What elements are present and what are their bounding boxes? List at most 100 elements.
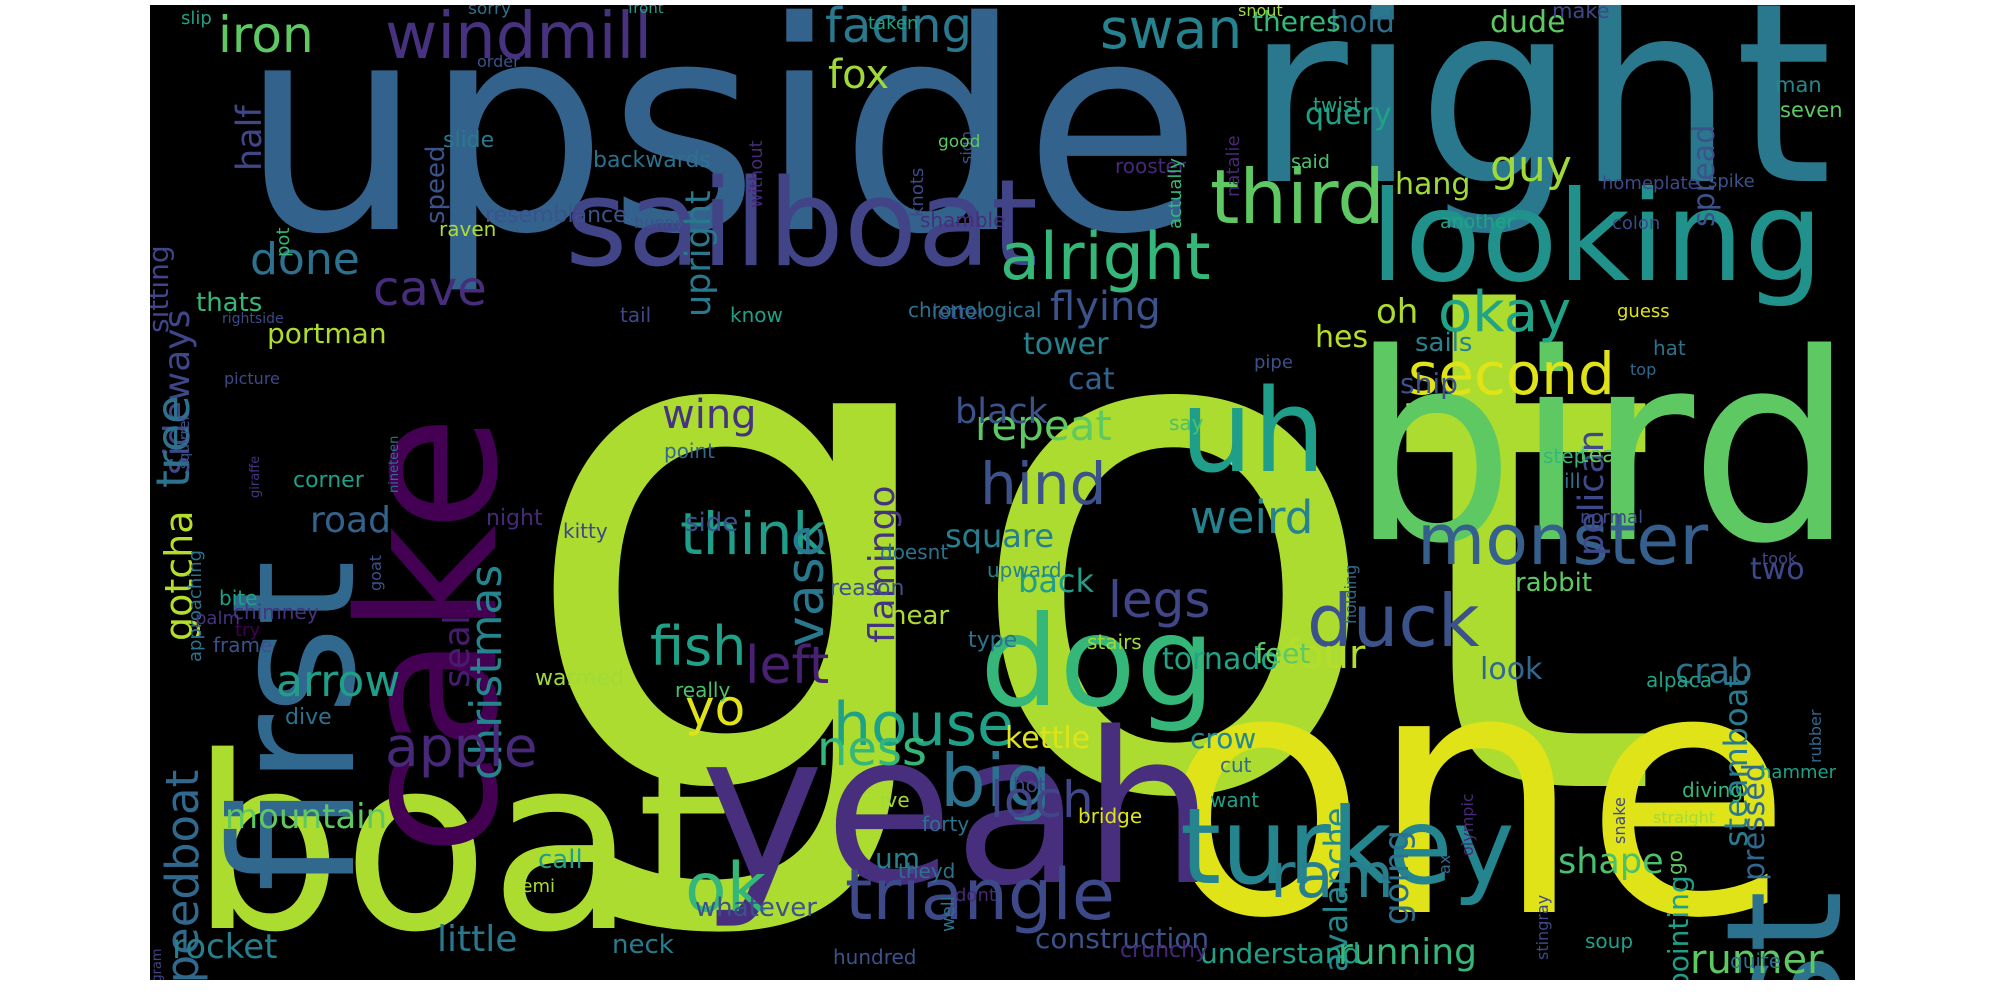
cloud-word: theres	[1252, 5, 1341, 38]
cloud-word: ness	[817, 721, 927, 777]
cloud-word: point	[664, 439, 716, 463]
cloud-word: hind	[980, 450, 1107, 518]
cloud-word: hot	[1013, 773, 1046, 797]
cloud-word: pot	[273, 227, 294, 258]
cloud-word: done	[250, 234, 360, 285]
cloud-word: speed	[421, 145, 451, 224]
cloud-word: forty	[922, 812, 970, 836]
cloud-word: quite	[1730, 949, 1782, 973]
cloud-word: one	[1160, 597, 1793, 980]
cloud-word: corner	[293, 468, 364, 493]
cloud-word: rocket	[172, 927, 278, 967]
cloud-word: make	[1552, 5, 1610, 23]
cloud-word: uh	[1180, 365, 1326, 499]
cloud-word: yeah	[700, 687, 1216, 932]
cloud-word: really	[675, 678, 731, 702]
cloud-word: stingray	[1533, 894, 1552, 960]
cloud-word: sitting	[150, 245, 175, 333]
cloud-word: homeplate	[1602, 173, 1699, 194]
cloud-word: slide	[443, 128, 495, 153]
cloud-word: bridge	[1078, 804, 1143, 828]
cloud-word: step	[1543, 444, 1587, 468]
cloud-word: portman	[267, 317, 387, 350]
cloud-word: road	[310, 500, 391, 541]
cloud-word: dog	[980, 590, 1216, 735]
cloud-word: black	[955, 392, 1048, 432]
cloud-word: go	[1663, 850, 1687, 875]
cloud-word: weird	[1190, 491, 1314, 544]
cloud-word: tail	[620, 303, 652, 327]
cloud-word: nineteen	[387, 435, 402, 493]
cloud-word: alpaca	[1646, 668, 1713, 692]
cloud-word: swan	[1100, 5, 1243, 61]
cloud-word: snout	[1238, 5, 1283, 20]
cloud-word: wing	[662, 392, 757, 438]
cloud-word: windmill	[385, 5, 652, 74]
word-cloud: got one upside right bird boat yeah cake…	[150, 5, 1855, 980]
cloud-word: crow	[1190, 722, 1257, 755]
cloud-word: hold	[1330, 5, 1395, 40]
cloud-word: ok	[685, 849, 766, 928]
cloud-word: twist	[1313, 93, 1362, 117]
cloud-word: oh	[1376, 292, 1419, 332]
cloud-word: crunchy	[1120, 938, 1209, 963]
cloud-word: man	[1775, 73, 1822, 97]
cloud-word: took	[1762, 549, 1798, 568]
cloud-word: holding	[1341, 564, 1360, 624]
cloud-word: cat	[1068, 362, 1115, 397]
cloud-word: think	[680, 500, 826, 568]
cloud-word: running	[1338, 932, 1477, 973]
cloud-word: apple	[385, 715, 538, 779]
cloud-word: ram	[1270, 839, 1394, 912]
cloud-word: pointing	[1662, 875, 1695, 980]
cloud-word: little	[437, 919, 518, 960]
cloud-word: alright	[1000, 220, 1211, 295]
cloud-word: try	[235, 620, 261, 641]
cloud-word: shape	[1558, 842, 1664, 882]
cloud-word: soup	[1585, 929, 1634, 953]
cloud-word: ill	[1564, 469, 1581, 493]
cloud-word: warmed	[535, 666, 625, 691]
cloud-word: ive	[880, 788, 910, 812]
cloud-word: hes	[1315, 320, 1369, 355]
cloud-word: hang	[1395, 167, 1471, 202]
cloud-word: got	[515, 137, 1663, 952]
cloud-word: cave	[373, 261, 487, 317]
cloud-word: said	[1291, 151, 1330, 173]
cloud-word: doesnt	[880, 540, 949, 564]
cloud-word: back	[1018, 562, 1095, 600]
cloud-word: right	[1245, 5, 1833, 240]
cloud-word: kettle	[1005, 721, 1091, 756]
cloud-word: square	[945, 517, 1055, 555]
cloud-word: dude	[1490, 5, 1566, 40]
cloud-word: two	[1750, 552, 1805, 587]
cloud-word: legs	[1108, 571, 1211, 629]
cloud-word: diving	[1682, 778, 1744, 802]
cloud-word: query	[1305, 97, 1392, 132]
cloud-word: slip	[181, 8, 212, 29]
cloud-word: squirrel	[177, 416, 193, 469]
cloud-word: um	[875, 842, 921, 875]
cloud-word: boat	[190, 705, 731, 980]
cloud-word: going	[1377, 830, 1417, 925]
cloud-word: hear	[890, 601, 950, 631]
cloud-word: look	[1480, 652, 1543, 687]
cloud-word: rabbit	[1515, 568, 1593, 598]
cloud-word: olympic	[1458, 793, 1477, 856]
cloud-word: pipe	[1254, 352, 1293, 373]
cloud-word: front	[628, 5, 664, 17]
cloud-word: four	[1285, 632, 1366, 678]
cloud-word: raven	[439, 217, 497, 241]
cloud-word: straight	[1653, 808, 1716, 827]
cloud-word: type	[968, 628, 1018, 653]
cloud-word: guy	[1490, 141, 1572, 192]
cloud-word: fox	[828, 52, 889, 98]
cloud-word: colon	[1612, 213, 1661, 234]
cloud-word: cut	[1220, 753, 1252, 777]
cloud-word: rubber	[1806, 709, 1825, 763]
cloud-word: half	[230, 105, 270, 171]
cloud-word: upside	[240, 5, 1203, 298]
cloud-word: third	[1210, 153, 1385, 241]
cloud-word: normal	[1580, 507, 1644, 528]
cloud-word: left	[745, 636, 830, 696]
